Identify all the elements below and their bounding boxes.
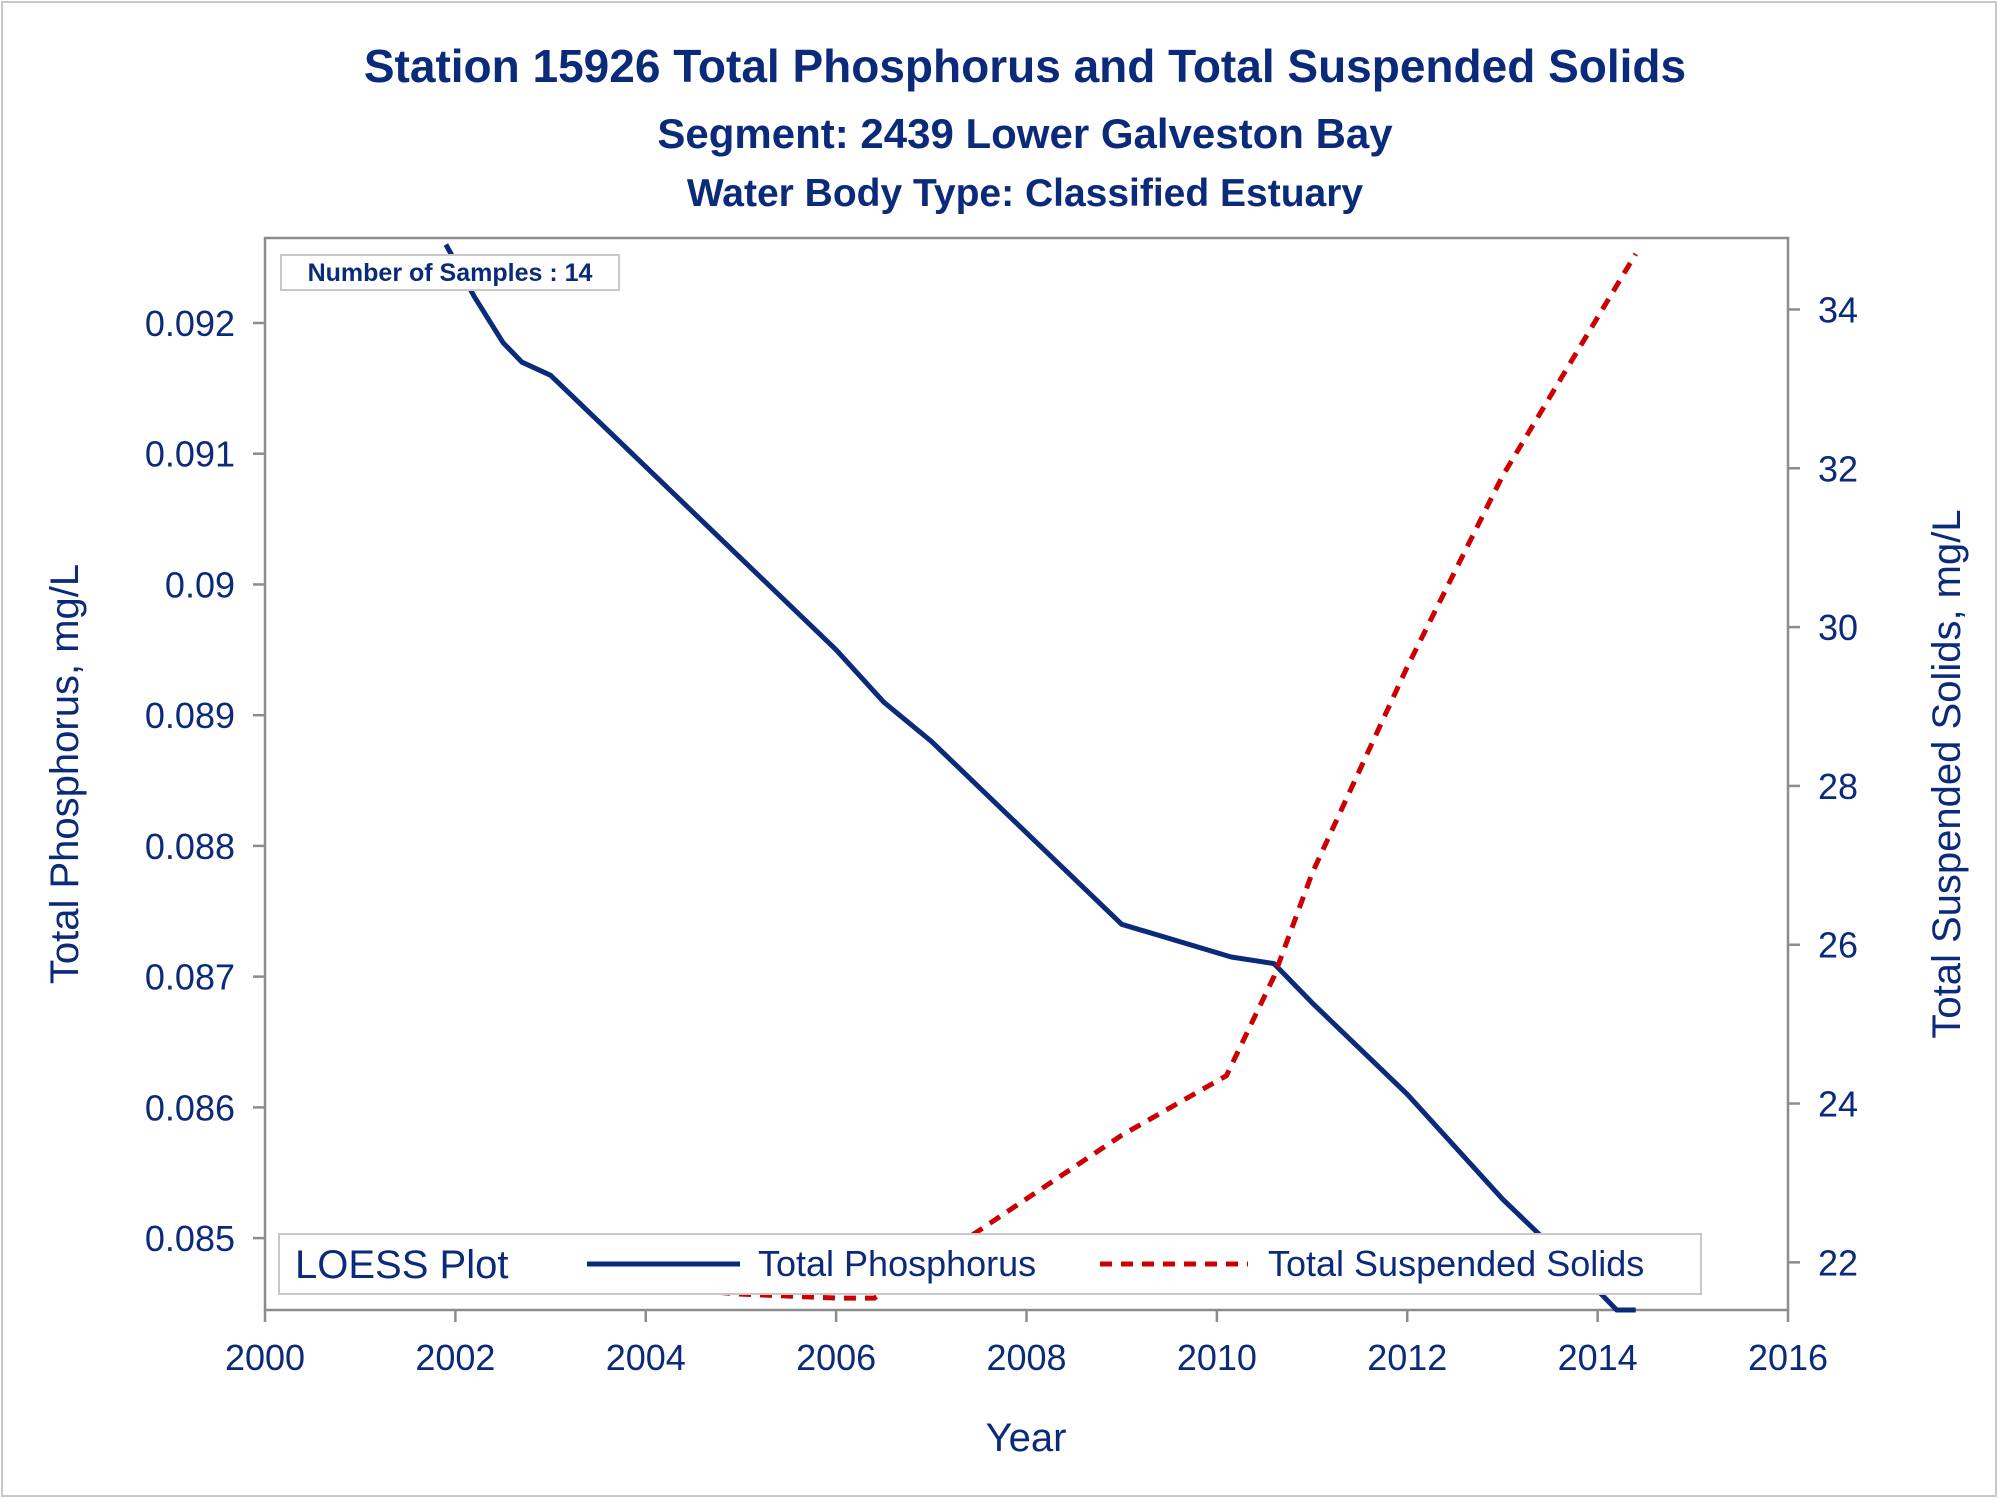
sample-count-label: Number of Samples : 14 (308, 259, 593, 287)
x-tick-label: 2004 (606, 1337, 686, 1378)
y-tick-label: 0.085 (145, 1218, 235, 1259)
y-axis-right: 22 24 26 28 30 32 34 (1788, 289, 1858, 1283)
y2-tick-label: 22 (1818, 1242, 1858, 1283)
series-line-total-suspended-solids (445, 252, 1638, 1301)
chart-subtitle-segment: Segment: 2439 Lower Galveston Bay (657, 110, 1393, 157)
x-tick-label: 2012 (1367, 1337, 1447, 1378)
y-tick-label: 0.087 (145, 957, 235, 998)
y-tick-label: 0.09 (165, 564, 235, 605)
x-tick-label: 2006 (796, 1337, 876, 1378)
x-tick-label: 2014 (1558, 1337, 1638, 1378)
chart-subtitle-waterbody: Water Body Type: Classified Estuary (687, 172, 1363, 215)
x-tick-label: 2008 (986, 1337, 1066, 1378)
y2-tick-label: 32 (1818, 448, 1858, 489)
y2-tick-label: 26 (1818, 925, 1858, 966)
y2-tick-label: 30 (1818, 607, 1858, 648)
x-axis: 2000 2002 2004 2006 2008 2010 2012 2014 2016 (225, 1310, 1828, 1378)
y-tick-label: 0.088 (145, 826, 235, 867)
y2-axis-label: Total Suspended Solids, mg/L (1925, 509, 1969, 1038)
y2-tick-label: 34 (1818, 289, 1858, 330)
x-tick-label: 2010 (1177, 1337, 1257, 1378)
y2-tick-label: 24 (1818, 1084, 1858, 1125)
legend-label-solids: Total Suspended Solids (1268, 1243, 1644, 1284)
x-tick-label: 2016 (1748, 1337, 1828, 1378)
y-tick-label: 0.092 (145, 303, 235, 344)
y-tick-label: 0.089 (145, 695, 235, 736)
legend: LOESS Plot Total Phosphorus Total Suspen… (278, 1233, 1702, 1295)
x-tick-label: 2000 (225, 1337, 305, 1378)
y-tick-label: 0.091 (145, 434, 235, 475)
chart-title: Station 15926 Total Phosphorus and Total… (364, 40, 1686, 92)
y-axis-label: Total Phosphorus, mg/L (43, 564, 87, 984)
y-axis-left: 0.085 0.086 0.087 0.088 0.089 0.09 0.091 0.092 (145, 303, 265, 1259)
sample-count-inset: Number of Samples : 14 (280, 254, 620, 291)
legend-title: LOESS Plot (295, 1243, 508, 1287)
plot-area (263, 236, 1790, 1312)
legend-label-phosphorus: Total Phosphorus (758, 1243, 1036, 1284)
x-axis-label: Year (986, 1416, 1067, 1460)
y-tick-label: 0.086 (145, 1087, 235, 1128)
x-tick-label: 2002 (415, 1337, 495, 1378)
y2-tick-label: 28 (1818, 766, 1858, 807)
legend-box (278, 1233, 1702, 1295)
series-line-total-phosphorus (443, 243, 1636, 1313)
